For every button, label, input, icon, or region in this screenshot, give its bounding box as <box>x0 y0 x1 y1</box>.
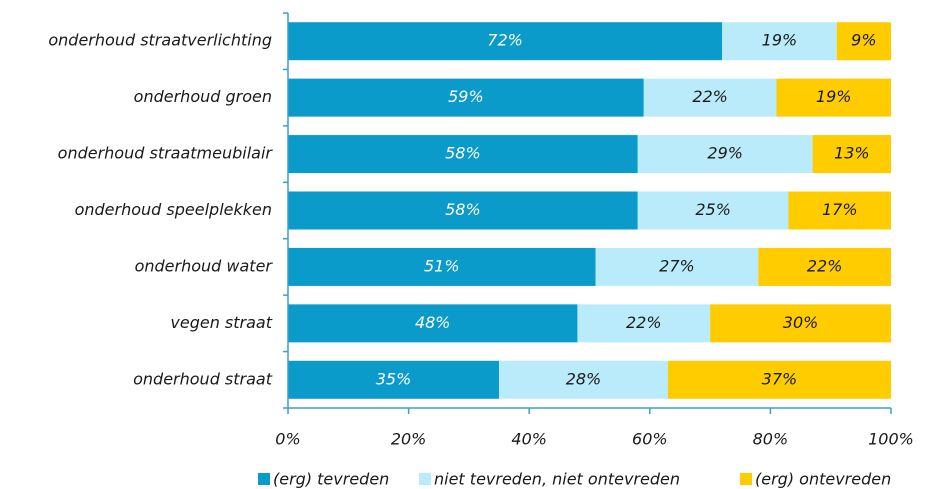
legend-label: niet tevreden, niet ontevreden <box>434 470 680 489</box>
bar-segment <box>776 78 891 117</box>
value-label: 58% <box>445 144 481 163</box>
value-label: 25% <box>695 200 731 219</box>
legend-label: (erg) tevreden <box>273 470 389 489</box>
bar-segment <box>288 22 723 61</box>
value-label: 48% <box>415 313 451 332</box>
value-label: 58% <box>445 200 481 219</box>
bar-segment <box>288 191 638 230</box>
value-label: 29% <box>707 144 743 163</box>
value-label: 22% <box>626 313 662 332</box>
legend-swatch <box>258 473 270 485</box>
bar-segment <box>288 360 500 399</box>
bar-segment <box>288 135 638 174</box>
value-label: 27% <box>659 256 695 275</box>
legend-swatch <box>419 473 431 485</box>
bar-segment <box>637 191 789 230</box>
bar-segment <box>667 360 891 399</box>
bar-segment <box>288 247 596 286</box>
y-tick-label: onderhoud water <box>135 256 274 275</box>
value-label: 19% <box>816 87 852 106</box>
y-tick-label: onderhoud groen <box>134 87 272 106</box>
x-tick-label: 60% <box>632 430 668 449</box>
value-label: 22% <box>807 256 843 275</box>
value-label: 59% <box>448 87 484 106</box>
bar-segment <box>643 78 777 117</box>
bar-segment <box>758 247 891 286</box>
bar-segment <box>637 135 813 174</box>
value-label: 9% <box>851 31 876 50</box>
value-label: 72% <box>487 31 523 50</box>
y-tick-label: onderhoud speelplekken <box>75 200 272 219</box>
x-tick-label: 0% <box>275 430 300 449</box>
y-tick-label: onderhoud straatmeubilair <box>58 144 274 163</box>
value-label: 19% <box>762 31 798 50</box>
bar-segment <box>812 135 891 174</box>
x-tick-label: 20% <box>391 430 427 449</box>
y-tick-label: vegen straat <box>170 313 272 332</box>
value-label: 30% <box>783 313 819 332</box>
bar-segment <box>788 191 891 230</box>
value-label: 22% <box>692 87 728 106</box>
x-tick-label: 80% <box>753 430 789 449</box>
value-label: 13% <box>834 144 870 163</box>
legend-swatch <box>740 473 752 485</box>
bar-segment <box>595 247 759 286</box>
x-tick-label: 100% <box>868 430 914 449</box>
y-tick-label: onderhoud straatverlichting <box>48 31 272 50</box>
value-label: 51% <box>424 256 460 275</box>
value-label: 17% <box>822 200 858 219</box>
value-label: 37% <box>762 369 798 388</box>
x-tick-label: 40% <box>511 430 547 449</box>
bar-segment <box>288 78 644 117</box>
value-label: 28% <box>566 369 602 388</box>
bar-segment <box>499 360 668 399</box>
y-tick-label: onderhoud straat <box>133 369 273 388</box>
bar-segment <box>836 22 891 61</box>
bar-segment <box>577 304 711 343</box>
bar-segment <box>722 22 837 61</box>
bar-segment <box>710 304 891 343</box>
value-label: 35% <box>376 369 412 388</box>
bar-segment <box>288 304 578 343</box>
legend-label: (erg) ontevreden <box>755 470 891 489</box>
